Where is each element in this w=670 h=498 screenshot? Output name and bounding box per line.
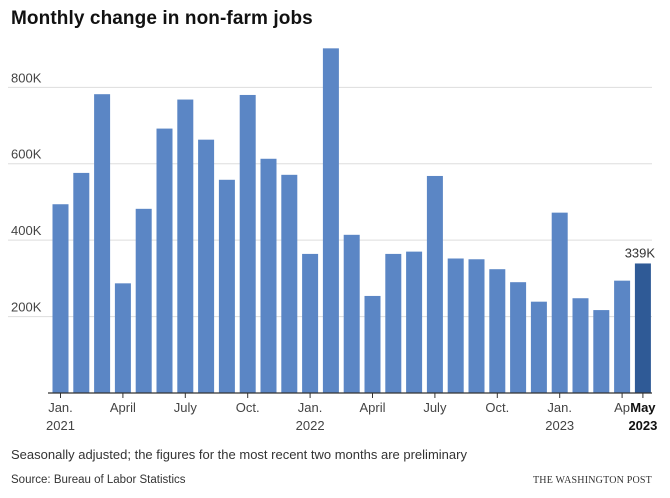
bar <box>385 253 402 393</box>
x-tick-year: 2023 <box>545 418 574 433</box>
bar <box>198 139 215 393</box>
publisher-credit: THE WASHINGTON POST <box>533 475 652 486</box>
bar <box>593 310 610 393</box>
x-tick-year: 2022 <box>296 418 325 433</box>
y-tick-label: 200K <box>11 300 42 315</box>
bar <box>114 283 131 393</box>
x-tick-label: Ap <box>614 400 630 415</box>
x-tick-label: July <box>174 400 198 415</box>
source-line: Source: Bureau of Labor Statistics <box>11 474 186 486</box>
bar <box>426 175 443 393</box>
bar <box>530 301 547 393</box>
x-axis-labels: Jan. 2021 April July Oct. Jan. 2022 April July Oc… <box>46 393 657 433</box>
bar <box>551 212 568 393</box>
y-tick-label: 400K <box>11 223 42 238</box>
bar <box>260 158 277 393</box>
x-tick-label: Oct. <box>485 400 509 415</box>
bar <box>447 258 464 393</box>
bar <box>218 179 235 393</box>
x-tick-label: April <box>359 400 385 415</box>
y-tick-label: 800K <box>11 70 42 85</box>
bar <box>156 128 173 393</box>
bar <box>302 253 319 393</box>
bar-series <box>52 48 651 394</box>
bar <box>73 172 90 393</box>
bar <box>489 269 506 393</box>
x-tick-label: May <box>630 400 656 415</box>
bar <box>468 259 485 393</box>
footnote: Seasonally adjusted; the figures for the… <box>11 447 467 462</box>
chart-title: Monthly change in non-farm jobs <box>11 8 313 29</box>
bar-highlight <box>634 263 651 393</box>
latest-value-label: 339K <box>625 245 656 260</box>
x-tick-label: Jan. <box>298 400 323 415</box>
bar <box>135 208 152 393</box>
bar <box>614 280 631 393</box>
x-tick-label: Jan. <box>48 400 73 415</box>
bar <box>406 251 423 393</box>
x-tick-label: April <box>110 400 136 415</box>
x-tick-label: Jan. <box>547 400 572 415</box>
bar <box>177 99 194 394</box>
x-tick-year: 2023 <box>628 418 657 433</box>
bar <box>510 282 527 393</box>
bar <box>364 295 381 393</box>
bar <box>572 298 589 393</box>
bar <box>52 204 69 393</box>
y-tick-label: 600K <box>11 147 42 162</box>
bar <box>322 48 339 393</box>
bar <box>94 94 111 393</box>
bar <box>281 174 298 393</box>
x-tick-label: Oct. <box>236 400 260 415</box>
x-tick-year: 2021 <box>46 418 75 433</box>
bar <box>239 94 256 394</box>
bar <box>343 234 360 393</box>
x-tick-label: July <box>423 400 447 415</box>
